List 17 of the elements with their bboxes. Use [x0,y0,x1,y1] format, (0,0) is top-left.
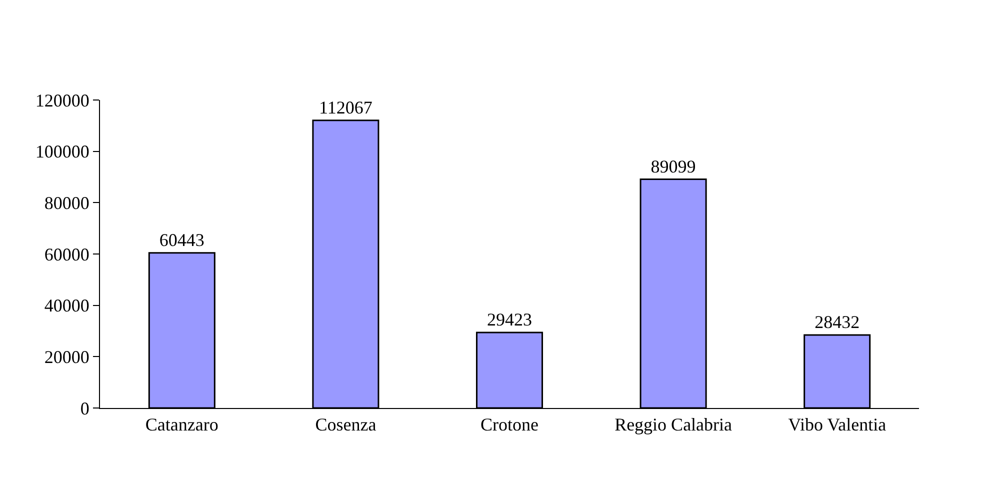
data-label: 60443 [159,230,204,250]
y-tick-label: 40000 [44,296,90,316]
y-tick-label: 20000 [44,346,90,367]
x-tick-label: Reggio Calabria [614,414,732,435]
y-tick-label: 0 [80,398,90,418]
y-tick-label: 100000 [35,142,90,162]
x-tick-label: Catanzaro [145,414,218,435]
data-label: 29423 [487,309,532,330]
data-label: 28432 [814,312,860,332]
y-tick-label: 80000 [44,192,90,213]
y-tick-label: 60000 [44,244,90,264]
x-tick-label: Crotone [480,414,538,435]
x-tick-label: Vibo Valentia [788,414,886,435]
y-tick-label: 120000 [35,90,90,110]
data-label: 112067 [319,97,372,118]
data-label: 89099 [650,156,696,176]
x-tick-label: Cosenza [315,414,376,435]
